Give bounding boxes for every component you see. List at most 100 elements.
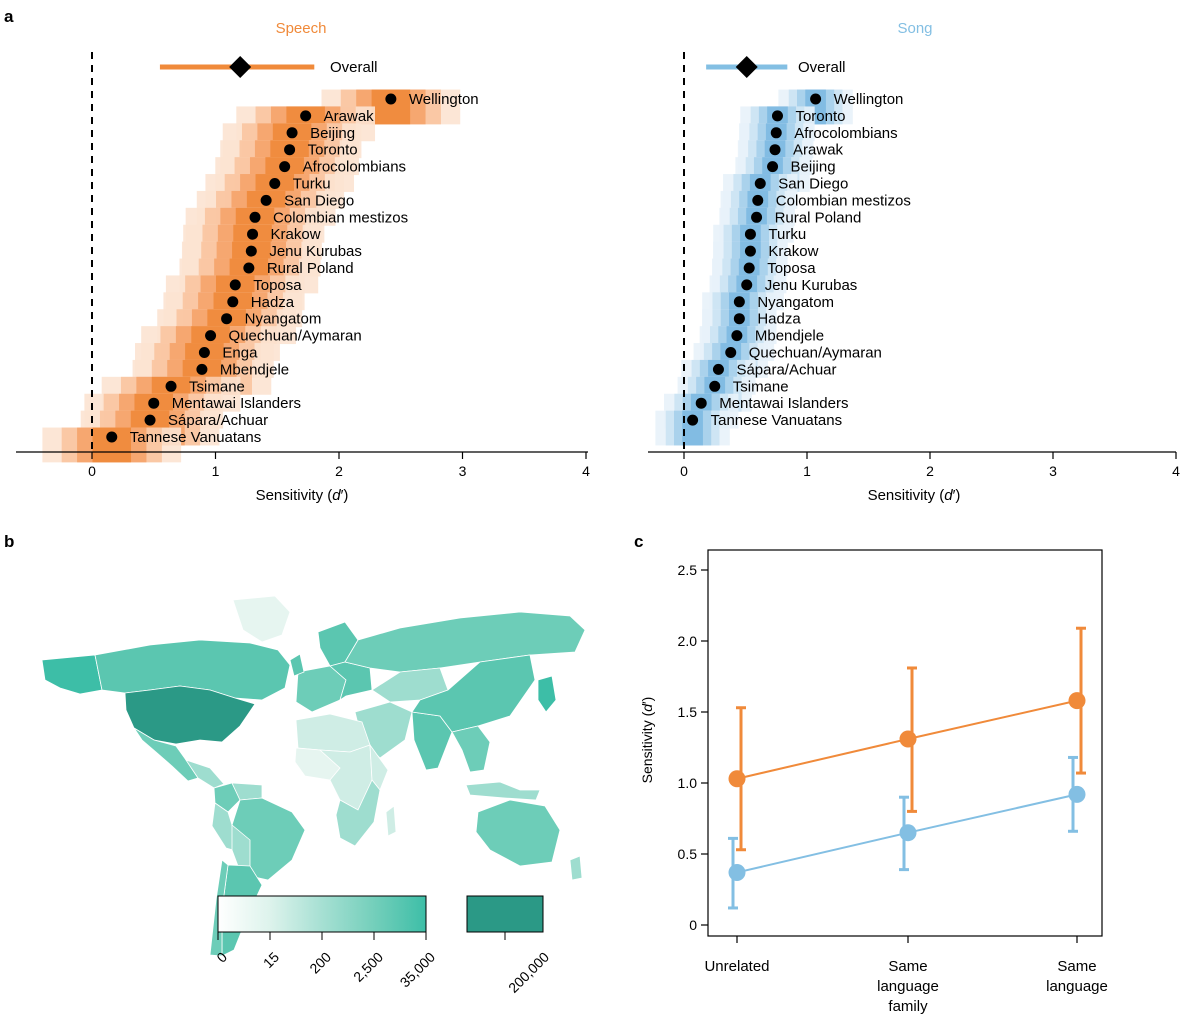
song-group-label: Toronto: [795, 108, 845, 125]
panel-c-x-tick-line: language: [1046, 978, 1108, 995]
panel-c-x-ticks: Unrelated Same language family Same language: [704, 936, 1108, 1015]
song-x-axis-label: Sensitivity (d′): [868, 487, 961, 504]
panel-c-y-tick-label: 2.0: [678, 633, 698, 649]
map-southeast-asia: [451, 725, 491, 773]
song-point: [810, 93, 822, 105]
speech-group-label: Mbendjele: [220, 361, 289, 378]
song-chart: Song Overall WellingtonTorontoAfrocolomb…: [648, 20, 1180, 504]
panel-c-x-tick-line: language: [877, 978, 939, 995]
speech-point: [144, 414, 156, 426]
panel-c-y-tick-label: 1.5: [678, 704, 698, 720]
speech-point: [249, 211, 261, 223]
speech-point: [245, 245, 257, 257]
map-greenland: [232, 595, 291, 643]
song-point: [744, 228, 756, 240]
speech-group-label: San Diego: [284, 192, 354, 209]
panel-c-point: [1068, 785, 1086, 803]
speech-group-label: Turku: [293, 176, 331, 193]
panel-c-point: [899, 730, 917, 748]
speech-group-label: Toposa: [253, 277, 302, 294]
legend-tick-label: 35,000: [397, 949, 439, 991]
map-southern-africa: [335, 779, 381, 847]
panel-c-series: [728, 626, 1086, 910]
legend-tick-label: 200: [306, 949, 334, 977]
legend-max-label: 200,000: [505, 949, 552, 996]
song-group-label: Afrocolombians: [794, 125, 897, 142]
speech-interval-bands: [42, 89, 461, 463]
panel-c-x-tick-line: Same: [1057, 958, 1096, 975]
song-group-label: Jenu Kurubas: [765, 277, 858, 294]
panel-c-x-tick-label: Same language family: [877, 958, 939, 1015]
song-group-label: Mentawai Islanders: [719, 395, 848, 412]
map-legend: 0 15 200 2,500 35,000 200,000: [213, 895, 552, 996]
song-group-labels: WellingtonTorontoAfrocolombiansArawakBei…: [711, 91, 911, 429]
speech-x-axis-label: Sensitivity (d′): [256, 487, 349, 504]
speech-group-label: Tsimane: [189, 378, 245, 395]
speech-group-label: Arawak: [324, 108, 375, 125]
speech-point: [286, 127, 298, 139]
speech-point: [385, 93, 397, 105]
panel-c-point: [728, 770, 746, 788]
map-alaska: [41, 654, 103, 695]
speech-group-label: Beijing: [310, 125, 355, 142]
song-tick-label: 3: [1049, 463, 1057, 479]
panel-c-y-axis-label: Sensitivity (d′): [639, 697, 655, 784]
map-madagascar: [385, 805, 397, 837]
song-title: Song: [897, 20, 932, 37]
song-group-label: Wellington: [834, 91, 904, 108]
speech-point: [243, 262, 255, 274]
song-group-label: Colombian mestizos: [776, 192, 911, 209]
map-china: [411, 654, 536, 733]
speech-point: [247, 228, 259, 240]
panel-c-y-tick-label: 2.5: [678, 562, 698, 578]
panel-c-y-tick-label: 1.0: [678, 775, 698, 791]
map-japan-korea: [537, 675, 557, 713]
song-point: [769, 144, 781, 156]
song-group-label: Mbendjele: [755, 328, 824, 345]
legend-max-swatch: [466, 895, 544, 933]
speech-group-label: Sápara/Achuar: [168, 412, 268, 429]
song-point: [709, 380, 721, 392]
song-point: [733, 313, 745, 325]
speech-tick-label: 0: [88, 463, 96, 479]
panel-c-figure: c 0 0.5 1.0 1.5 2.0 2.5 Unrelated Same language…: [634, 532, 1108, 1015]
speech-tick-label: 1: [212, 463, 220, 479]
speech-group-label: Toronto: [308, 142, 358, 159]
speech-point: [196, 363, 208, 375]
world-choropleth-map: [41, 595, 586, 957]
song-overall-diamond: [735, 56, 758, 78]
song-point: [770, 127, 782, 139]
song-group-label: Sápara/Achuar: [736, 361, 836, 378]
map-australia: [475, 799, 561, 867]
song-point: [731, 330, 743, 342]
song-group-label: Tsimane: [733, 378, 789, 395]
song-group-label: Tannese Vanuatans: [711, 412, 843, 429]
panel-c-x-tick-label: Same language: [1046, 958, 1108, 995]
song-group-label: Hadza: [757, 311, 801, 328]
song-tick-label: 2: [926, 463, 934, 479]
speech-point: [106, 431, 118, 443]
speech-point: [221, 313, 233, 325]
speech-x-ticks: 0 1 2 3 4: [88, 452, 590, 479]
song-group-label: Turku: [768, 226, 806, 243]
legend-tick-label: 2,500: [350, 949, 386, 985]
speech-group-label: Jenu Kurubas: [269, 243, 362, 260]
panel-b-figure: b: [4, 532, 586, 996]
panel-label-a: a: [4, 7, 14, 26]
speech-group-label: Hadza: [251, 294, 295, 311]
speech-overall-label: Overall: [330, 59, 378, 76]
map-uk: [289, 653, 305, 677]
speech-point: [269, 178, 281, 189]
song-group-label: Krakow: [768, 243, 818, 260]
song-tick-label: 1: [803, 463, 811, 479]
speech-title: Speech: [276, 20, 327, 37]
song-points: [687, 93, 822, 426]
panel-c-x-tick-line: Unrelated: [704, 958, 769, 975]
panel-c-x-tick-line: family: [888, 998, 928, 1015]
speech-group-labels: Wellington ArawakBeijingTorontoAfrocolomb…: [130, 91, 479, 446]
panel-label-b: b: [4, 532, 14, 551]
song-point: [744, 245, 756, 257]
map-colombia: [213, 782, 241, 813]
panel-c-x-tick-label: Unrelated: [704, 958, 769, 975]
speech-point: [300, 110, 312, 122]
